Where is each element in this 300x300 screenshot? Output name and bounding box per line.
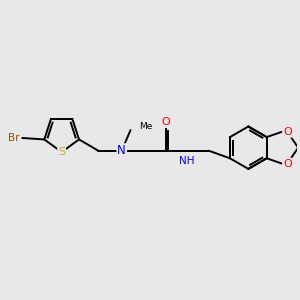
Text: N: N bbox=[117, 144, 126, 157]
Text: O: O bbox=[161, 117, 170, 127]
Text: Br: Br bbox=[8, 133, 20, 143]
Text: S: S bbox=[58, 147, 65, 157]
Text: NH: NH bbox=[179, 156, 195, 166]
Text: O: O bbox=[283, 127, 292, 137]
Text: Me: Me bbox=[139, 122, 152, 131]
Text: O: O bbox=[283, 159, 292, 169]
